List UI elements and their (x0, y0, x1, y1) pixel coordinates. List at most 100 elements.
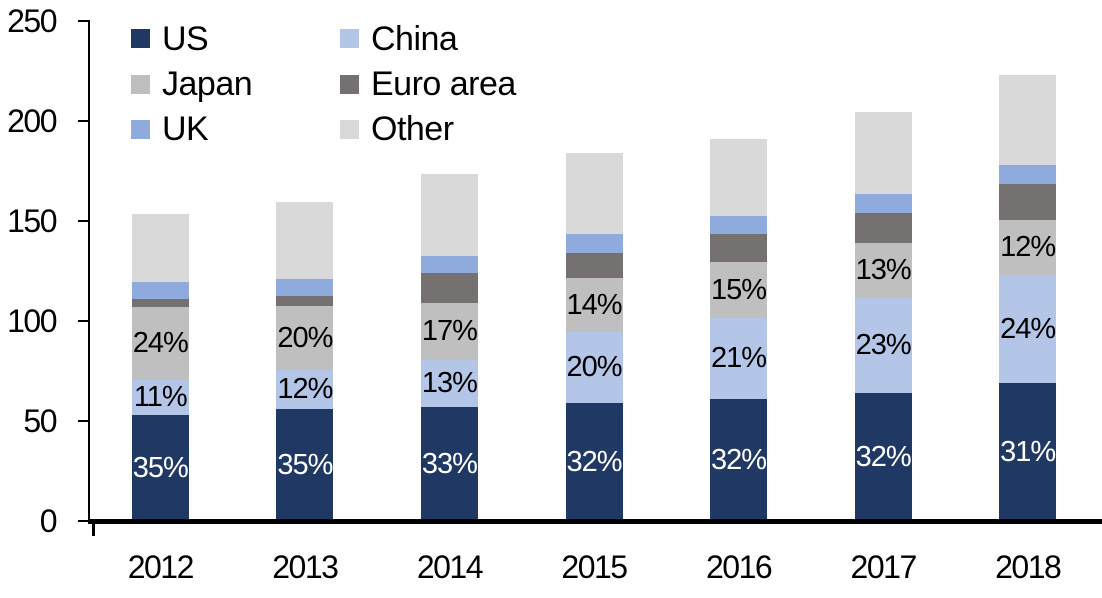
bar-label-china-2014: 13% (421, 367, 478, 399)
legend-swatch-japan (131, 74, 150, 94)
bar-segment-uk-2013 (276, 279, 334, 296)
bar-label-japan-2015: 14% (566, 288, 622, 321)
x-axis-line (88, 519, 1102, 524)
x-axis-label-2016: 2016 (705, 549, 773, 585)
y-tick-mark (78, 319, 88, 323)
y-tick-label-50: 50 (23, 403, 57, 439)
bar-label-japan-2013: 20% (277, 321, 333, 354)
x-axis-label-2015: 2015 (561, 549, 628, 585)
bar-segment-euro-area-2015 (565, 253, 623, 278)
y-tick-label-250: 250 (7, 3, 57, 39)
bar-segment-japan-2015 (565, 278, 623, 332)
bar-segment-china-2016 (710, 318, 768, 399)
legend-swatch-us (131, 29, 150, 49)
y-tick-mark (78, 419, 88, 423)
bar-label-china-2018: 24% (1000, 312, 1056, 345)
bar-segment-us-2012 (131, 415, 189, 521)
bar-label-china-2012: 11% (133, 381, 188, 413)
bar-segment-other-2015 (565, 153, 623, 234)
bar-segment-china-2015 (565, 332, 623, 403)
bar-segment-other-2012 (131, 214, 189, 282)
bar-segment-us-2016 (710, 399, 768, 521)
bar-label-china-2016: 21% (711, 342, 767, 374)
bar-segment-china-2012 (131, 380, 189, 415)
legend: US China Japan Euro area UK Other (131, 16, 516, 152)
legend-item-us: US (131, 22, 340, 56)
y-axis-line (88, 20, 91, 524)
bar-segment-us-2013 (276, 409, 334, 521)
bar-label-china-2015: 20% (566, 351, 622, 383)
bar-segment-uk-2015 (565, 234, 623, 253)
bar-segment-other-2013 (276, 202, 334, 279)
bar-segment-euro-area-2016 (710, 234, 768, 262)
bar-segment-china-2013 (276, 370, 334, 409)
bar-segment-euro-area-2012 (131, 299, 189, 307)
bar-label-japan-2012: 24% (132, 327, 189, 359)
x-axis-label-2017: 2017 (850, 549, 918, 585)
bar-segment-japan-2014 (420, 303, 478, 360)
bar-segment-china-2017 (854, 298, 912, 393)
bar-label-china-2013: 12% (277, 373, 333, 405)
bar-segment-uk-2017 (854, 194, 912, 213)
bar-segment-uk-2014 (420, 256, 478, 273)
bar-label-us-2018: 31% (1000, 435, 1056, 468)
bar-segment-china-2014 (420, 360, 478, 407)
bar-segment-us-2014 (420, 407, 478, 521)
legend-swatch-other (340, 119, 359, 139)
bar-segment-other-2017 (854, 112, 912, 194)
legend-item-euro-area: Euro area (340, 67, 516, 101)
bar-segment-uk-2018 (999, 165, 1057, 184)
bar-label-japan-2016: 15% (711, 273, 767, 306)
legend-swatch-uk (131, 119, 150, 139)
y-tick-mark (78, 19, 88, 23)
legend-item-china: China (340, 22, 516, 56)
bar-segment-us-2018 (999, 383, 1057, 521)
legend-item-other: Other (340, 112, 516, 146)
bar-segment-japan-2017 (854, 243, 912, 298)
bar-label-us-2015: 32% (566, 445, 622, 478)
y-tick-label-150: 150 (7, 203, 57, 239)
bar-segment-uk-2012 (131, 282, 189, 299)
legend-label-japan: Japan (162, 65, 253, 104)
bar-segment-other-2016 (710, 139, 768, 216)
bar-label-us-2014: 33% (421, 447, 478, 480)
bar-label-us-2017: 32% (855, 440, 912, 473)
legend-label-other: Other (371, 110, 454, 149)
bar-label-us-2013: 35% (277, 448, 333, 481)
bar-segment-other-2018 (999, 75, 1057, 165)
bar-segment-japan-2018 (999, 220, 1057, 275)
bar-segment-japan-2013 (276, 306, 334, 370)
bar-segment-other-2014 (420, 174, 478, 256)
bar-label-us-2012: 35% (132, 451, 189, 484)
bar-label-japan-2018: 12% (1000, 231, 1056, 263)
bar-segment-euro-area-2018 (999, 184, 1057, 220)
bar-segment-euro-area-2017 (854, 213, 912, 243)
y-tick-mark (78, 519, 88, 523)
legend-swatch-china (340, 29, 359, 49)
bar-label-japan-2014: 17% (421, 315, 478, 347)
y-tick-label-100: 100 (7, 303, 57, 339)
y-tick-label-200: 200 (7, 103, 57, 139)
x-axis-tick (92, 523, 95, 536)
bar-label-us-2016: 32% (711, 443, 767, 476)
legend-item-uk: UK (131, 112, 340, 146)
legend-label-us: US (162, 19, 209, 58)
bar-segment-uk-2016 (710, 216, 768, 234)
x-axis-label-2014: 2014 (416, 549, 484, 585)
bar-segment-china-2018 (999, 275, 1057, 383)
x-axis-label-2012: 2012 (127, 549, 195, 585)
bar-segment-japan-2016 (710, 262, 768, 318)
legend-label-euro-area: Euro area (371, 65, 516, 104)
bar-segment-euro-area-2014 (420, 273, 478, 303)
legend-swatch-euro-area (340, 74, 359, 94)
y-tick-mark (78, 119, 88, 123)
y-tick-label-0: 0 (39, 503, 58, 539)
x-axis-label-2018: 2018 (995, 549, 1062, 585)
legend-label-china: China (371, 19, 458, 58)
bar-segment-us-2015 (565, 403, 623, 521)
bar-segment-euro-area-2013 (276, 296, 334, 306)
bar-segment-us-2017 (854, 393, 912, 521)
bar-segment-japan-2012 (131, 307, 189, 380)
bar-label-japan-2017: 13% (855, 254, 912, 286)
